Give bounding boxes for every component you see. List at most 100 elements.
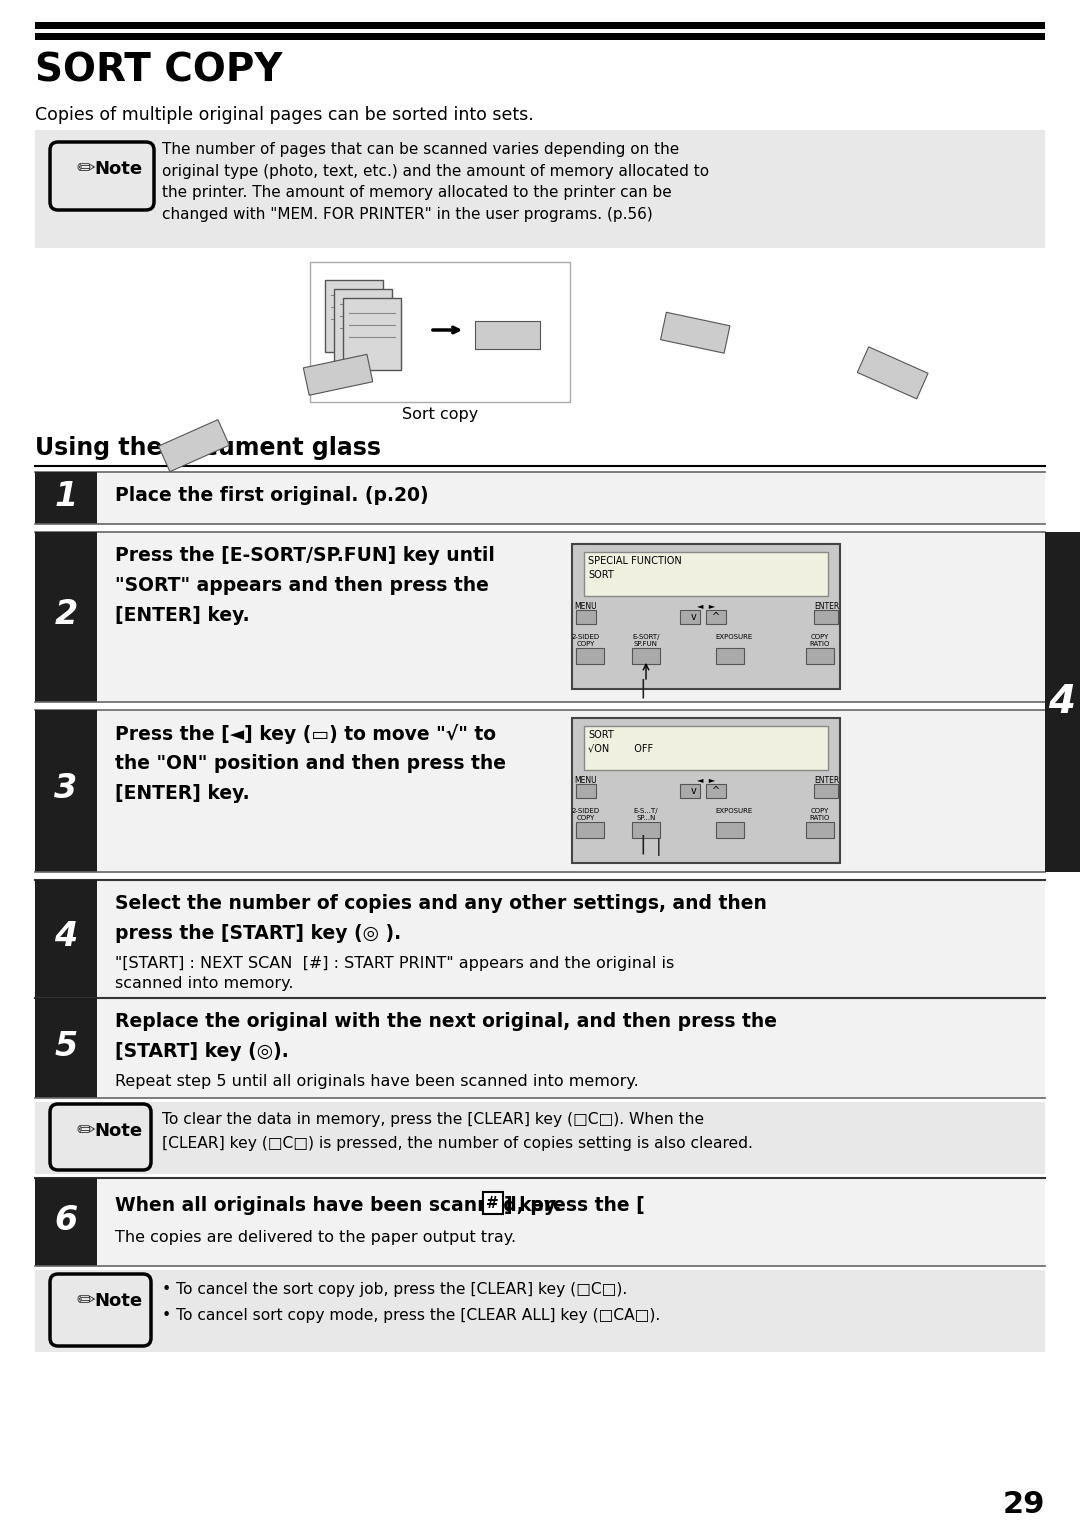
- Bar: [159, 419, 229, 471]
- Bar: [35, 881, 97, 998]
- FancyBboxPatch shape: [50, 142, 154, 209]
- Text: Note: Note: [94, 1292, 143, 1310]
- Text: Select the number of copies and any other settings, and then: Select the number of copies and any othe…: [114, 894, 767, 913]
- Text: v: v: [691, 786, 697, 797]
- Bar: [35, 472, 97, 524]
- Bar: [343, 298, 401, 370]
- Text: [ENTER] key.: [ENTER] key.: [114, 605, 249, 625]
- Text: SORT: SORT: [588, 729, 613, 740]
- Text: Place the first original. (p.20): Place the first original. (p.20): [114, 486, 429, 505]
- Bar: [806, 823, 834, 838]
- Text: |: |: [640, 833, 647, 853]
- Bar: [814, 784, 838, 798]
- Bar: [475, 321, 540, 349]
- Text: 3: 3: [54, 772, 78, 806]
- Bar: [706, 610, 726, 624]
- Text: Using the document glass: Using the document glass: [35, 436, 381, 460]
- Text: ✏: ✏: [76, 1290, 95, 1310]
- Bar: [35, 998, 97, 1098]
- Text: MENU: MENU: [575, 602, 597, 612]
- Bar: [572, 719, 840, 862]
- Text: 29: 29: [1002, 1489, 1045, 1518]
- Bar: [35, 709, 1045, 872]
- Bar: [814, 610, 838, 624]
- Text: Sort copy: Sort copy: [402, 407, 478, 422]
- Bar: [716, 648, 744, 664]
- Text: COPY
RATIO: COPY RATIO: [810, 635, 831, 647]
- Text: COPY
RATIO: COPY RATIO: [810, 807, 831, 821]
- Text: 2-SIDED
COPY: 2-SIDED COPY: [572, 807, 600, 821]
- Text: The copies are delivered to the paper output tray.: The copies are delivered to the paper ou…: [114, 1229, 516, 1245]
- Bar: [576, 610, 596, 624]
- Bar: [35, 472, 1045, 524]
- Bar: [35, 1177, 97, 1266]
- Bar: [584, 726, 828, 771]
- Text: 4: 4: [1049, 683, 1076, 722]
- Text: ] key.: ] key.: [504, 1196, 562, 1216]
- Text: E-S...T/
SP...N: E-S...T/ SP...N: [634, 807, 659, 821]
- Text: Note: Note: [94, 161, 143, 177]
- Bar: [584, 552, 828, 596]
- Text: ✏: ✏: [76, 1121, 95, 1141]
- Text: ENTER: ENTER: [814, 602, 839, 612]
- Bar: [310, 261, 570, 402]
- Text: the "ON" position and then press the: the "ON" position and then press the: [114, 754, 507, 774]
- Text: 2: 2: [54, 598, 78, 631]
- Bar: [806, 648, 834, 664]
- Text: ENTER: ENTER: [814, 777, 839, 784]
- Text: 5: 5: [54, 1029, 78, 1063]
- Text: "[START] : NEXT SCAN  [#] : START PRINT" appears and the original is
scanned int: "[START] : NEXT SCAN [#] : START PRINT" …: [114, 956, 674, 991]
- Text: √ON        OFF: √ON OFF: [588, 745, 653, 754]
- Text: 1: 1: [54, 480, 78, 512]
- Text: [ENTER] key.: [ENTER] key.: [114, 784, 249, 803]
- Bar: [35, 532, 1045, 702]
- Bar: [35, 1271, 1045, 1352]
- Text: ✏: ✏: [76, 159, 95, 179]
- Bar: [35, 881, 1045, 998]
- Text: ^: ^: [712, 612, 720, 622]
- Text: SPECIAL FUNCTION: SPECIAL FUNCTION: [588, 557, 681, 566]
- Text: 4: 4: [54, 920, 78, 954]
- Text: Copies of multiple original pages can be sorted into sets.: Copies of multiple original pages can be…: [35, 106, 534, 124]
- Bar: [661, 312, 730, 353]
- Bar: [35, 709, 97, 872]
- Text: [CLEAR] key (□C□) is pressed, the number of copies setting is also cleared.: [CLEAR] key (□C□) is pressed, the number…: [162, 1136, 753, 1151]
- Bar: [35, 1102, 1045, 1174]
- Bar: [716, 823, 744, 838]
- Bar: [325, 280, 383, 352]
- Text: Press the [E-SORT/SP.FUN] key until: Press the [E-SORT/SP.FUN] key until: [114, 546, 495, 566]
- Text: When all originals have been scanned, press the [: When all originals have been scanned, pr…: [114, 1196, 645, 1216]
- Text: [START] key (◎).: [START] key (◎).: [114, 1041, 288, 1061]
- Bar: [680, 784, 700, 798]
- Text: Press the [◄] key (▭) to move "√" to: Press the [◄] key (▭) to move "√" to: [114, 725, 496, 745]
- Bar: [680, 610, 700, 624]
- Text: SORT COPY: SORT COPY: [35, 52, 282, 90]
- Text: E-SORT/
SP.FUN: E-SORT/ SP.FUN: [632, 635, 660, 647]
- Text: #: #: [486, 1196, 499, 1211]
- Text: The number of pages that can be scanned varies depending on the
original type (p: The number of pages that can be scanned …: [162, 142, 710, 222]
- Bar: [572, 544, 840, 690]
- Bar: [35, 21, 1045, 29]
- Text: EXPOSURE: EXPOSURE: [715, 635, 753, 641]
- Text: ◄  ►: ◄ ►: [697, 602, 715, 612]
- Text: |: |: [656, 838, 662, 856]
- Text: • To cancel the sort copy job, press the [CLEAR] key (□C□).: • To cancel the sort copy job, press the…: [162, 1281, 627, 1297]
- Text: |: |: [640, 677, 647, 697]
- Text: SORT: SORT: [588, 570, 613, 579]
- Text: To clear the data in memory, press the [CLEAR] key (□C□). When the: To clear the data in memory, press the […: [162, 1112, 704, 1127]
- Bar: [706, 784, 726, 798]
- Text: 2-SIDED
COPY: 2-SIDED COPY: [572, 635, 600, 647]
- Text: Replace the original with the next original, and then press the: Replace the original with the next origi…: [114, 1012, 777, 1031]
- Text: ^: ^: [712, 786, 720, 797]
- Bar: [35, 34, 1045, 40]
- Bar: [858, 347, 928, 399]
- Text: EXPOSURE: EXPOSURE: [715, 807, 753, 813]
- Bar: [576, 823, 604, 838]
- Bar: [35, 532, 97, 702]
- Text: ◄  ►: ◄ ►: [697, 777, 715, 784]
- Text: Repeat step 5 until all originals have been scanned into memory.: Repeat step 5 until all originals have b…: [114, 1073, 638, 1089]
- Bar: [303, 355, 373, 396]
- Text: Note: Note: [94, 1122, 143, 1141]
- Bar: [483, 1193, 502, 1214]
- Bar: [334, 289, 392, 361]
